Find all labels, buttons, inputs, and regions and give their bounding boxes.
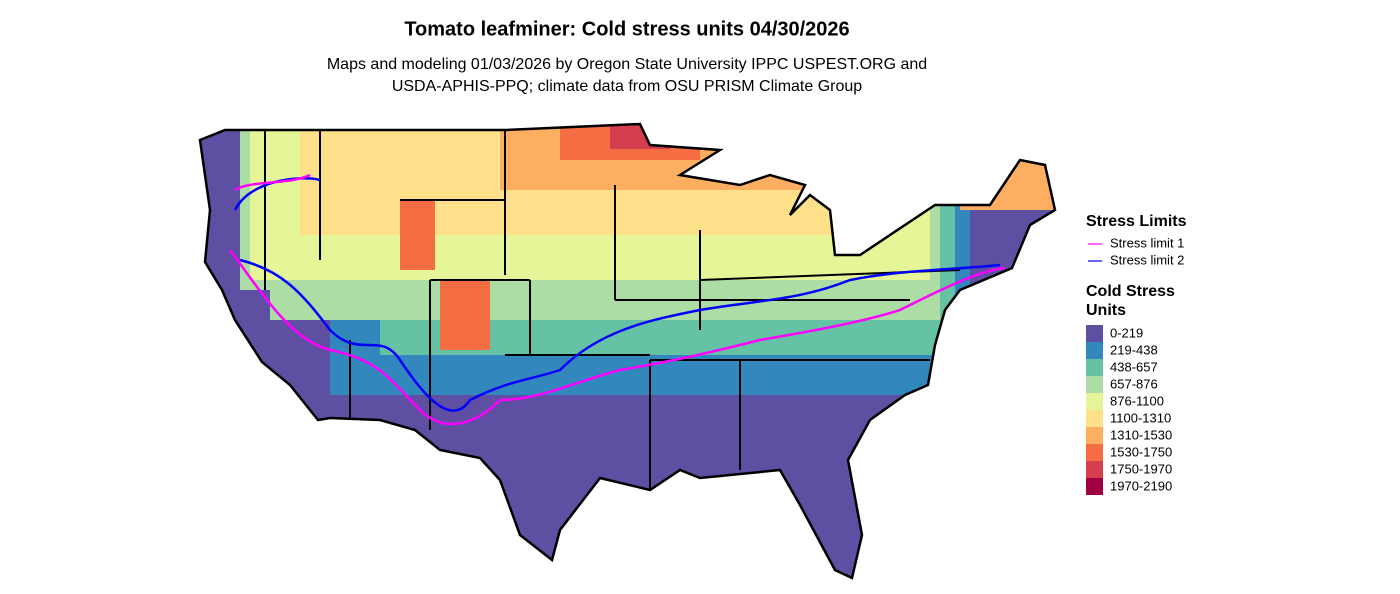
legend-label: 1970-2190 [1110,478,1172,493]
subtitle: Maps and modeling 01/03/2026 by Oregon S… [327,56,927,73]
legend-label: 0-219 [1110,325,1143,340]
legend-swatch [1086,325,1103,342]
legend-label: 1750-1970 [1110,461,1172,476]
legend-label: Stress limit 2 [1110,252,1184,267]
legend-label: Stress limit 1 [1110,235,1184,250]
legend-title: Cold Stress [1086,283,1175,300]
legend: Stress Limits Stress limit 1 Stress limit … [1086,213,1187,495]
legend-swatch [1086,478,1103,495]
subtitle: USDA-APHIS-PPQ; climate data from OSU PR… [392,78,862,95]
legend-title: Units [1086,302,1126,319]
title: Tomato leafminer: Cold stress units 04/3… [404,18,849,40]
legend-label: 657-876 [1110,376,1158,391]
legend-swatch [1086,393,1103,410]
legend-swatch [1086,342,1103,359]
legend-swatch [1086,427,1103,444]
legend-label: 1310-1530 [1110,427,1172,442]
legend-title: Stress Limits [1086,213,1187,230]
legend-label: 1100-1310 [1110,410,1171,425]
legend-label: 876-1100 [1110,393,1164,408]
legend-label: 1530-1750 [1110,444,1172,459]
legend-label: 438-657 [1110,359,1158,374]
legend-label: 219-438 [1110,342,1158,357]
legend-swatch [1086,444,1103,461]
stress-limit-1-contour [228,173,1006,426]
legend-swatch [1086,376,1103,393]
legend-swatch [1086,359,1103,376]
legend-swatch [1086,461,1103,478]
legend-swatch [1086,410,1103,427]
